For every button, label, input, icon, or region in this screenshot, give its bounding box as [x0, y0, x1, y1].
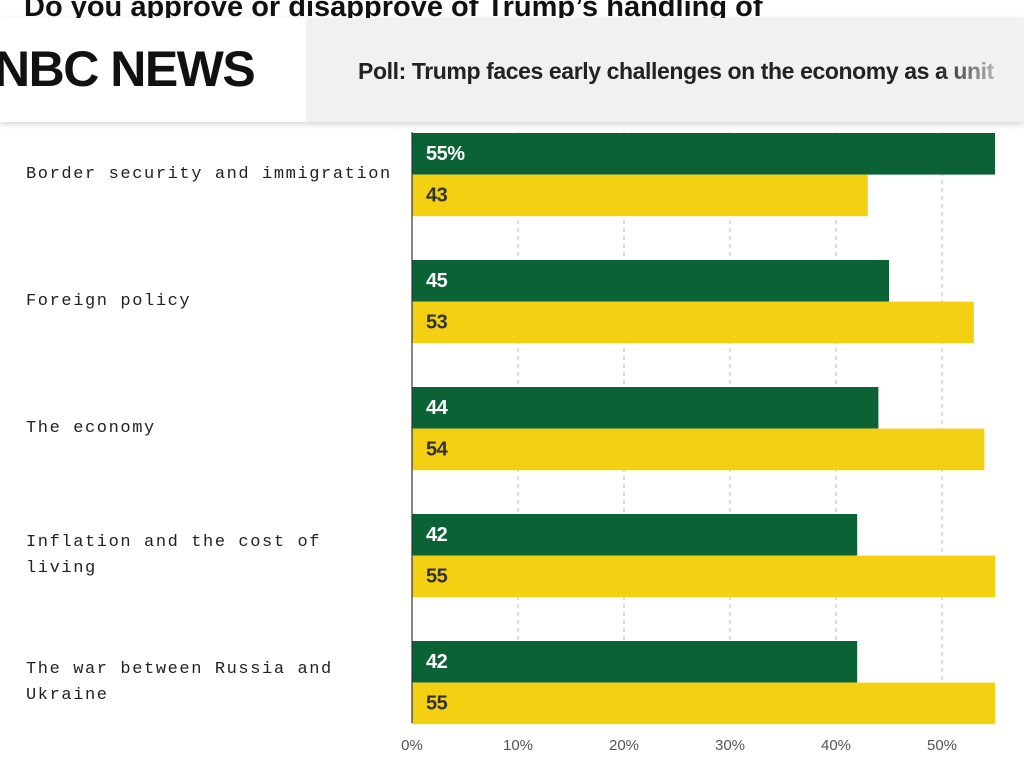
bar: [412, 174, 868, 217]
value-label: 53: [426, 312, 448, 334]
bar: [412, 133, 995, 175]
value-label: 54: [426, 439, 449, 461]
x-tick-label: 30%: [715, 737, 745, 754]
x-tick-label: 10%: [503, 737, 533, 754]
category-label: The war between Russia and Ukraine: [26, 659, 333, 705]
bar: [412, 641, 858, 683]
value-label: 55: [426, 693, 448, 715]
value-label: 44: [426, 397, 449, 419]
headline[interactable]: Poll: Trump faces early challenges on th…: [358, 58, 994, 84]
bar: [412, 301, 974, 344]
category-label: Border security and immigration: [26, 164, 392, 184]
site-header: NBC NEWS Poll: Trump faces early challen…: [0, 18, 1024, 122]
category-label: The economy: [26, 418, 156, 438]
x-tick-label: 50%: [927, 737, 957, 754]
value-label: 55: [426, 566, 448, 588]
bar: [412, 682, 995, 725]
bar: [412, 260, 889, 302]
value-label: 45: [426, 270, 448, 292]
bar: [412, 514, 858, 556]
x-tick-label: 20%: [609, 737, 639, 754]
value-label: 42: [426, 524, 448, 546]
x-tick-label: 0%: [401, 737, 423, 754]
value-label: 55%: [426, 143, 465, 165]
x-tick-label: 40%: [821, 737, 851, 754]
value-label: 42: [426, 651, 448, 673]
bar: [412, 555, 995, 598]
headline-area: Poll: Trump faces early challenges on th…: [306, 18, 1024, 122]
logo[interactable]: NBC NEWS: [0, 41, 256, 97]
bar: [412, 428, 985, 471]
logo-area: NBC NEWS: [0, 18, 306, 122]
page-title: Do you approve or disapprove of Trump’s …: [24, 0, 763, 23]
category-label: Foreign policy: [26, 291, 192, 311]
value-label: 43: [426, 185, 448, 207]
bar: [412, 387, 879, 429]
category-label: Inflation and the cost of living: [26, 532, 322, 578]
